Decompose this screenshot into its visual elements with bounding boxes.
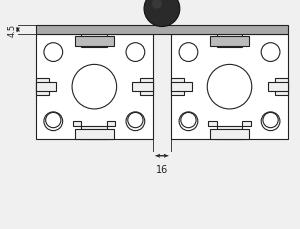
Circle shape: [128, 113, 143, 128]
Bar: [171, 35, 288, 139]
Circle shape: [261, 44, 280, 62]
Bar: [75, 130, 114, 139]
Circle shape: [179, 44, 198, 62]
Bar: [75, 37, 114, 46]
Bar: [81, 127, 107, 139]
Bar: [36, 83, 56, 92]
Bar: [73, 121, 81, 127]
Circle shape: [261, 112, 280, 131]
Bar: [36, 35, 153, 139]
Circle shape: [207, 65, 252, 109]
Bar: [275, 79, 288, 95]
Circle shape: [152, 0, 162, 10]
Bar: [210, 130, 249, 139]
Bar: [132, 83, 153, 92]
Bar: [217, 35, 242, 48]
Circle shape: [44, 44, 63, 62]
Text: 4.5: 4.5: [7, 24, 16, 37]
Circle shape: [179, 112, 198, 131]
Bar: [210, 37, 249, 46]
Bar: [217, 127, 242, 139]
Circle shape: [181, 113, 196, 128]
Bar: [36, 25, 288, 35]
Bar: [208, 121, 217, 127]
Bar: [171, 79, 184, 95]
Circle shape: [126, 44, 145, 62]
Bar: [36, 79, 49, 95]
Circle shape: [126, 112, 145, 131]
Bar: [140, 79, 153, 95]
Bar: [107, 121, 116, 127]
Circle shape: [44, 112, 63, 131]
Bar: [81, 35, 107, 48]
Circle shape: [263, 113, 278, 128]
Circle shape: [46, 113, 61, 128]
Bar: [242, 121, 250, 127]
Circle shape: [144, 0, 180, 27]
Circle shape: [72, 65, 117, 109]
Bar: [171, 83, 191, 92]
Text: 16: 16: [156, 164, 168, 174]
Bar: [268, 83, 288, 92]
